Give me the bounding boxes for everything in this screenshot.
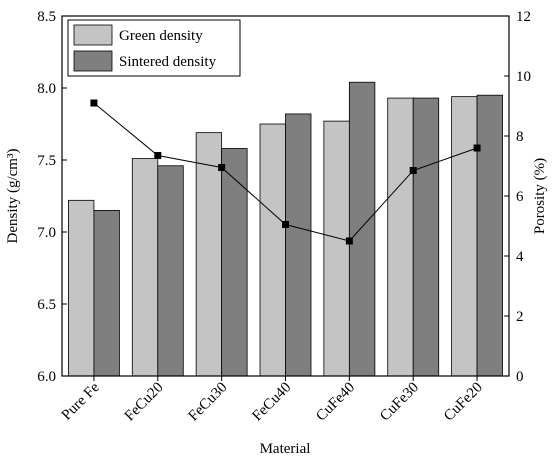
legend-label-sintered-density: Sintered density [119, 54, 217, 70]
bar-green-density-pure-fe [68, 199, 95, 377]
y-tick-label: 8.0 [37, 81, 56, 97]
y2-tick-label: 4 [516, 249, 524, 265]
x-axis-ticks: Pure Fe FeCu20 FeCu30 FeCu40 CuFe40 CuFe30 CuF… [59, 376, 486, 424]
y-tick-label: 7.5 [37, 153, 56, 169]
bar-green-density-cufe20 [451, 96, 478, 377]
y-tick-label: 7.0 [37, 225, 56, 241]
legend-label-green-density: Green density [119, 28, 203, 44]
bars-layer [68, 81, 503, 377]
bar-green-density-fecu30 [195, 132, 223, 377]
y2-tick-label: 2 [516, 309, 524, 325]
porosity-point-cufe30 [409, 167, 417, 174]
y2-tick-label: 12 [516, 9, 531, 25]
bar-sintered-density-cufe20 [476, 94, 503, 377]
x-tick-label-fecu40: FeCu40 [249, 380, 294, 425]
x-tick-label-pure-fe: Pure Fe [59, 379, 103, 423]
right-axis-ticks: 0 2 4 6 8 10 12 [504, 9, 531, 385]
y2-tick-label: 0 [516, 369, 524, 385]
x-tick-label-cufe20: CuFe20 [441, 380, 486, 425]
y-tick-label: 6.0 [37, 369, 56, 385]
legend-swatch-sintered-density [73, 50, 113, 72]
bar-sintered-density-fecu20 [157, 165, 184, 377]
bar-green-density-cufe30 [387, 97, 414, 377]
y2-tick-label: 10 [516, 69, 531, 85]
porosity-point-fecu40 [282, 221, 289, 228]
x-tick-label-cufe30: CuFe30 [377, 380, 422, 425]
x-axis-title: Material [260, 441, 311, 457]
bar-green-density-fecu20 [131, 158, 159, 377]
bar-green-density-fecu40 [259, 123, 286, 377]
bar-green-density-cufe40 [323, 120, 350, 377]
legend-swatch-green-density [73, 24, 113, 46]
y-tick-label: 8.5 [37, 9, 56, 25]
porosity-line-layer [90, 99, 481, 245]
porosity-point-cufe40 [345, 237, 353, 245]
porosity-point-pure-fe [90, 99, 98, 107]
y2-tick-label: 6 [516, 189, 524, 205]
bar-sintered-density-cufe30 [412, 97, 440, 377]
y-axis-title: Density (g/cm³) [5, 149, 21, 244]
bar-sintered-density-fecu30 [221, 148, 248, 377]
porosity-point-cufe20 [473, 144, 481, 152]
porosity-point-fecu20 [154, 152, 162, 159]
porosity-point-fecu30 [218, 164, 226, 171]
bar-sintered-density-cufe40 [348, 81, 376, 377]
x-tick-label-fecu30: FeCu30 [186, 380, 231, 425]
legend: Green density Sintered density [67, 19, 241, 77]
y2-axis-title: Porosity (%) [532, 158, 548, 234]
y2-tick-label: 8 [516, 129, 524, 145]
bar-sintered-density-pure-fe [93, 209, 120, 377]
y-tick-label: 6.5 [37, 297, 56, 313]
x-tick-label-cufe40: CuFe40 [313, 380, 358, 425]
x-tick-label-fecu20: FeCu20 [122, 380, 167, 425]
left-axis-ticks: 6.0 6.5 7.0 7.5 8.0 8.5 [37, 9, 67, 385]
bar-sintered-density-fecu40 [285, 113, 312, 377]
